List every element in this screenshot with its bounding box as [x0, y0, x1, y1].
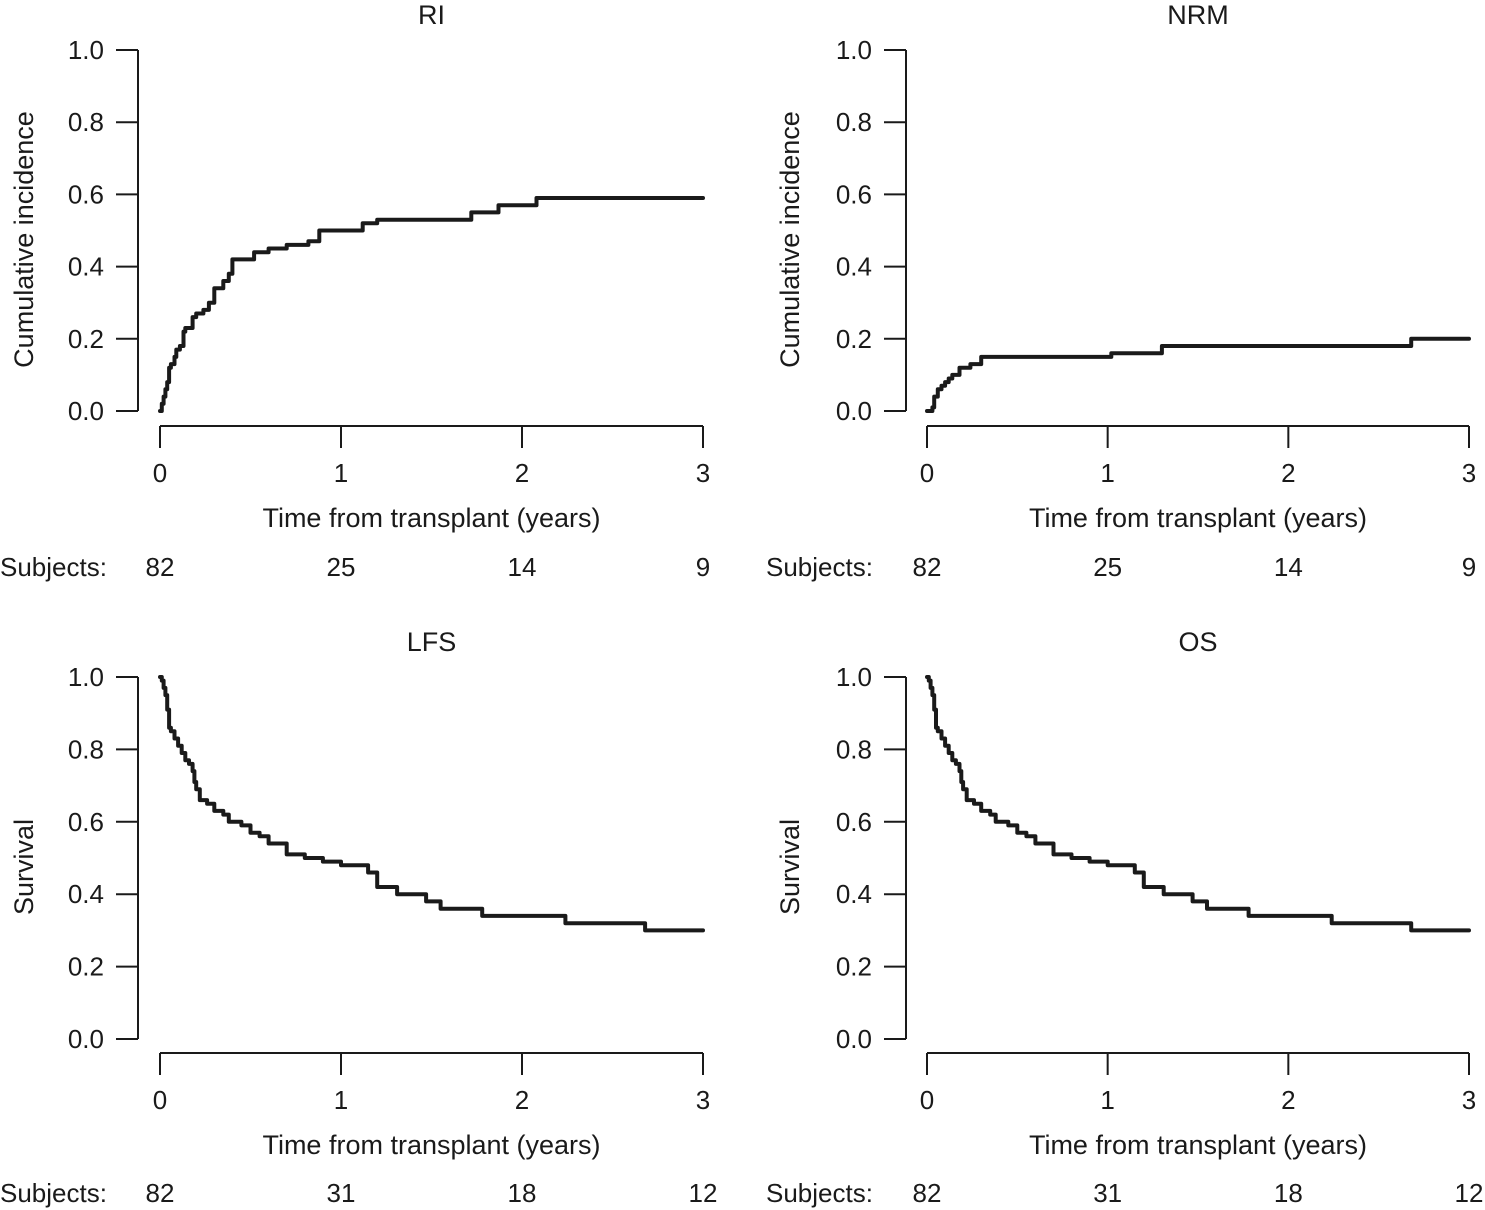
y-tick-label: 0.4 — [68, 879, 104, 909]
x-tick-label: 0 — [920, 1085, 934, 1115]
x-tick-label: 1 — [1100, 458, 1114, 488]
x-tick-label: 3 — [1462, 458, 1476, 488]
risk-table-label: Subjects: — [0, 552, 107, 582]
risk-table-label: Subjects: — [766, 552, 873, 582]
y-tick-label: 0.2 — [836, 952, 872, 982]
y-tick-label: 0.0 — [836, 1024, 872, 1054]
y-tick-label: 0.0 — [68, 1024, 104, 1054]
y-tick-label: 0.6 — [68, 807, 104, 837]
x-tick-label: 3 — [1462, 1085, 1476, 1115]
y-tick-label: 1.0 — [836, 662, 872, 692]
risk-table-count: 14 — [1274, 552, 1303, 582]
risk-table-count: 12 — [1455, 1178, 1484, 1208]
panel-title: LFS — [407, 627, 457, 657]
panel-ri: RI 0.0 0.2 0.4 0.6 0.8 1.0 0 1 2 3 Time from transp… — [0, 0, 710, 582]
risk-table-count: 82 — [146, 1178, 175, 1208]
risk-table-count: 9 — [696, 552, 710, 582]
y-tick-label: 0.2 — [836, 324, 872, 354]
x-tick-label: 1 — [334, 1085, 348, 1115]
x-tick-label: 0 — [153, 1085, 167, 1115]
y-axis-label: Cumulative incidence — [9, 111, 39, 368]
risk-table-count: 12 — [689, 1178, 718, 1208]
panel-title: OS — [1178, 627, 1217, 657]
y-tick-label: 0.8 — [836, 734, 872, 764]
risk-table-count: 82 — [146, 552, 175, 582]
y-tick-label: 1.0 — [836, 35, 872, 65]
risk-table-count: 82 — [913, 1178, 942, 1208]
y-axis-label: Cumulative incidence — [775, 111, 805, 368]
risk-table-count: 18 — [508, 1178, 537, 1208]
x-tick-label: 1 — [1100, 1085, 1114, 1115]
y-tick-label: 0.0 — [836, 396, 872, 426]
y-tick-label: 0.6 — [836, 807, 872, 837]
x-tick-label: 2 — [1281, 458, 1295, 488]
panel-title: RI — [418, 0, 445, 30]
risk-table-count: 25 — [1093, 552, 1122, 582]
y-tick-label: 0.4 — [68, 252, 104, 282]
series-curve-0 — [158, 196, 705, 413]
y-tick-label: 0.8 — [836, 107, 872, 137]
x-tick-label: 0 — [153, 458, 167, 488]
series-curve-0 — [925, 675, 1471, 933]
x-tick-label: 1 — [334, 458, 348, 488]
y-tick-label: 0.6 — [68, 179, 104, 209]
x-tick-label: 2 — [1281, 1085, 1295, 1115]
risk-table-count: 31 — [1093, 1178, 1122, 1208]
x-axis-label: Time from transplant (years) — [1029, 503, 1367, 533]
risk-table-count: 18 — [1274, 1178, 1303, 1208]
y-tick-label: 1.0 — [68, 35, 104, 65]
risk-table-label: Subjects: — [0, 1178, 107, 1208]
risk-table-count: 14 — [508, 552, 537, 582]
y-tick-label: 0.2 — [68, 952, 104, 982]
y-tick-label: 0.6 — [836, 179, 872, 209]
x-tick-label: 2 — [515, 1085, 529, 1115]
y-tick-label: 0.4 — [836, 879, 872, 909]
y-tick-label: 0.4 — [836, 252, 872, 282]
risk-table-count: 82 — [913, 552, 942, 582]
panel-nrm: NRM 0.0 0.2 0.4 0.6 0.8 1.0 0 1 2 3 Time from trans… — [766, 0, 1476, 582]
y-axis-label: Survival — [9, 819, 39, 915]
x-tick-label: 0 — [920, 458, 934, 488]
panel-title: NRM — [1167, 0, 1229, 30]
risk-table-count: 9 — [1462, 552, 1476, 582]
y-axis-label: Survival — [775, 819, 805, 915]
y-tick-label: 1.0 — [68, 662, 104, 692]
y-tick-label: 0.8 — [68, 734, 104, 764]
series-curve-0 — [158, 675, 705, 933]
y-tick-label: 0.8 — [68, 107, 104, 137]
x-tick-label: 3 — [696, 1085, 710, 1115]
y-tick-label: 0.2 — [68, 324, 104, 354]
risk-table-count: 25 — [327, 552, 356, 582]
risk-table-label: Subjects: — [766, 1178, 873, 1208]
x-tick-label: 2 — [515, 458, 529, 488]
x-axis-label: Time from transplant (years) — [1029, 1130, 1367, 1160]
x-axis-label: Time from transplant (years) — [262, 503, 600, 533]
risk-table-count: 31 — [327, 1178, 356, 1208]
x-axis-label: Time from transplant (years) — [262, 1130, 600, 1160]
y-tick-label: 0.0 — [68, 396, 104, 426]
x-tick-label: 3 — [696, 458, 710, 488]
series-curve-0 — [925, 336, 1471, 413]
